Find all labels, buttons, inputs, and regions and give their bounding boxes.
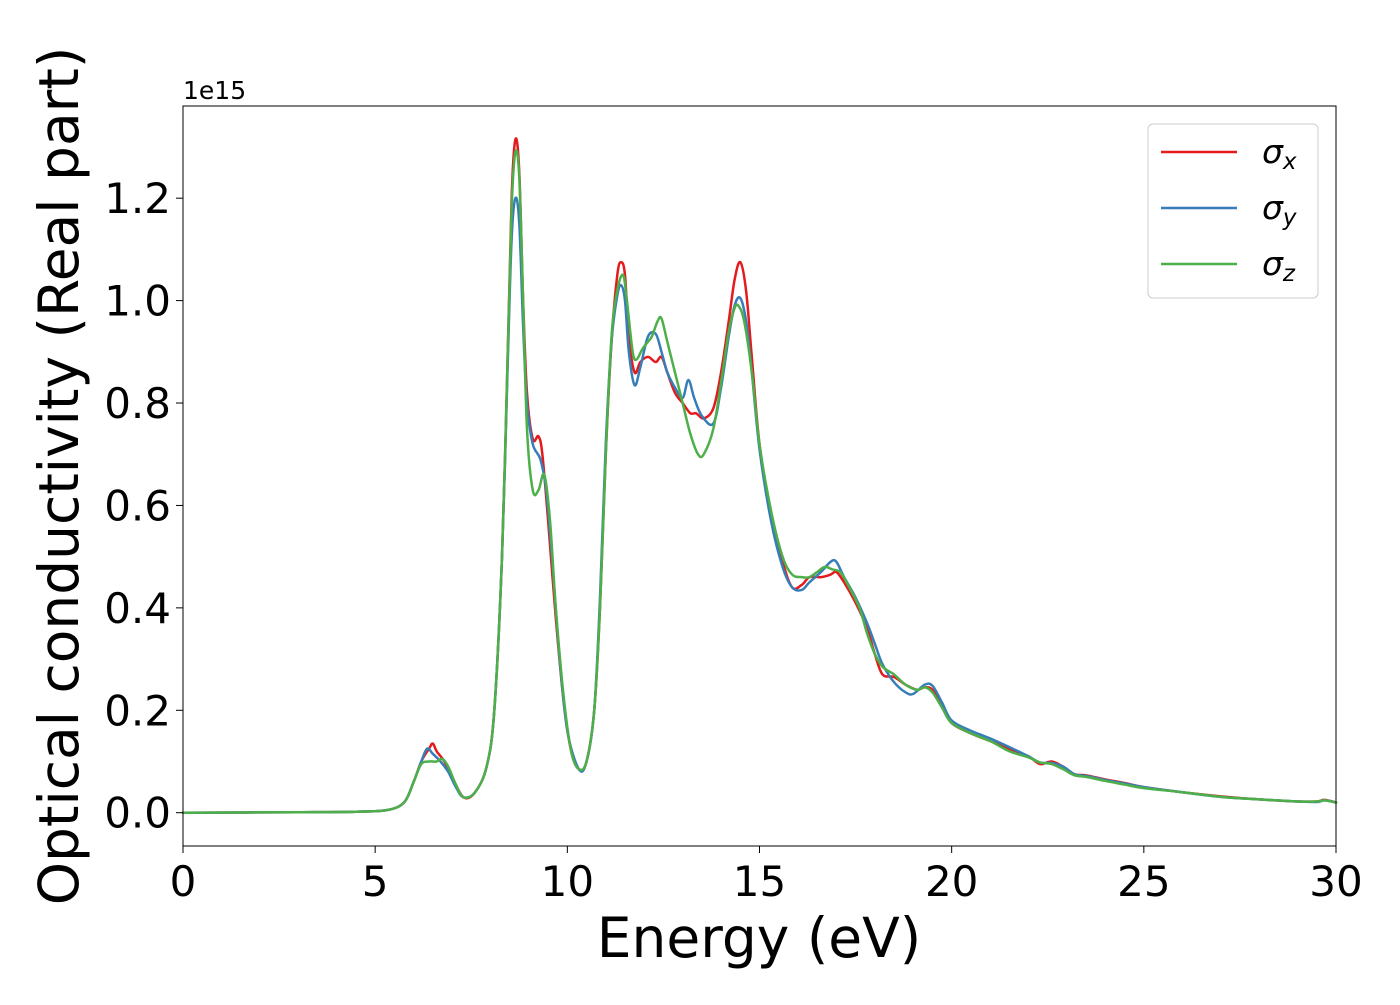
x-tick-label: 10 bbox=[541, 857, 594, 906]
y-tick-label: 0.0 bbox=[104, 789, 171, 838]
legend-items: σx σy σz bbox=[1161, 132, 1297, 287]
x-tick-label: 20 bbox=[925, 857, 978, 906]
legend-label-sigma-x: σx bbox=[1262, 132, 1297, 175]
y-offset-label: 1e15 bbox=[183, 76, 246, 105]
y-tick-label: 1.2 bbox=[104, 174, 171, 223]
legend-label-sigma-y: σy bbox=[1262, 188, 1297, 231]
series-lines bbox=[181, 137, 1338, 814]
x-tick-label: 25 bbox=[1117, 857, 1170, 906]
legend-box bbox=[1147, 123, 1319, 299]
x-tick-label: 15 bbox=[733, 857, 786, 906]
x-axis-ticks: 0 5 10 15 20 25 30 bbox=[170, 846, 1363, 906]
y-tick-label: 0.4 bbox=[104, 584, 171, 633]
x-axis-label: Energy (eV) bbox=[597, 906, 921, 970]
y-axis-ticks: 0.0 0.2 0.4 0.6 0.8 1.0 1.2 bbox=[104, 174, 183, 838]
x-tick-label: 0 bbox=[170, 857, 197, 906]
x-tick-label: 5 bbox=[362, 857, 389, 906]
y-axis-label: Optical conductivity (Real part) bbox=[27, 47, 91, 906]
series-line-sigma-z bbox=[181, 149, 1338, 814]
y-tick-label: 1.0 bbox=[104, 277, 171, 326]
y-tick-label: 0.2 bbox=[104, 686, 171, 735]
y-tick-label: 0.8 bbox=[104, 379, 171, 428]
legend: σx σy σz bbox=[1147, 123, 1319, 299]
x-tick-label: 30 bbox=[1309, 857, 1362, 906]
y-tick-label: 0.6 bbox=[104, 481, 171, 530]
legend-label-sigma-z: σz bbox=[1262, 244, 1296, 287]
